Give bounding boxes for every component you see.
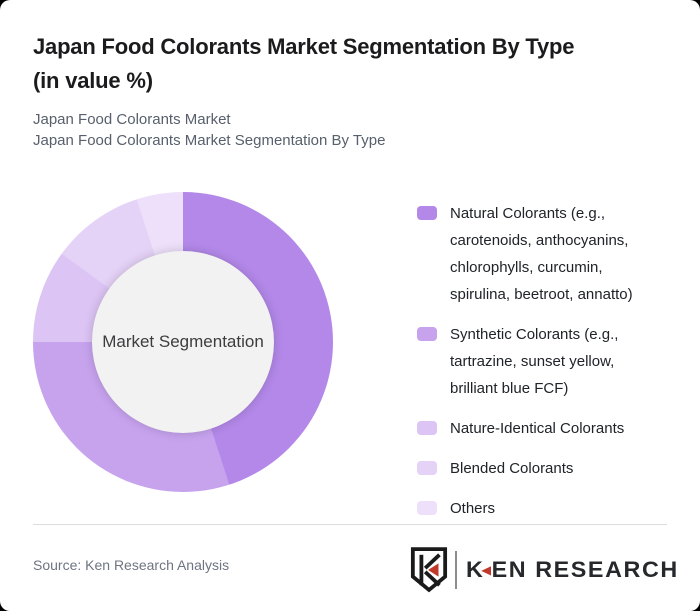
subtitle-line-1: Japan Food Colorants Market	[33, 111, 231, 128]
chart-subtitle: Japan Food Colorants Market Japan Food C…	[33, 109, 653, 151]
legend-item: Others	[417, 495, 665, 522]
legend-swatch	[417, 327, 437, 341]
legend-swatch	[417, 461, 437, 475]
page-title: Japan Food Colorants Market Segmentation…	[33, 34, 575, 93]
donut-center-label: Market Segmentation	[102, 332, 264, 351]
footer-divider	[33, 524, 667, 525]
legend-label: Natural Colorants (e.g., carotenoids, an…	[450, 205, 633, 303]
source-text: Source: Ken Research Analysis	[33, 557, 230, 573]
legend-swatch	[417, 206, 437, 220]
ken-research-shield-icon	[411, 547, 448, 593]
wordmark-k: K	[466, 557, 485, 582]
legend-label: Nature-Identical Colorants	[450, 420, 625, 437]
legend-swatch	[417, 501, 437, 515]
donut-center: Market Segmentation	[92, 251, 274, 433]
legend-label: Synthetic Colorants (e.g., tartrazine, s…	[450, 326, 619, 397]
chart-legend: Natural Colorants (e.g., carotenoids, an…	[417, 200, 665, 535]
logo-divider	[455, 551, 458, 589]
legend-label: Blended Colorants	[450, 460, 574, 477]
donut-chart: Market Segmentation	[33, 192, 333, 492]
wordmark-rest: EN RESEARCH	[491, 557, 680, 582]
ken-research-wordmark: K ◀ EN RESEARCH	[466, 557, 679, 583]
legend-item: Nature-Identical Colorants	[417, 415, 665, 442]
subtitle-line-2: Japan Food Colorants Market Segmentation…	[33, 132, 386, 149]
legend-item: Synthetic Colorants (e.g., tartrazine, s…	[417, 321, 665, 402]
legend-label: Others	[450, 500, 496, 517]
legend-item: Natural Colorants (e.g., carotenoids, an…	[417, 200, 665, 308]
legend-item: Blended Colorants	[417, 455, 665, 482]
legend-swatch	[417, 421, 437, 435]
ken-research-logo: K ◀ EN RESEARCH	[410, 546, 677, 594]
wordmark-red-triangle-icon: ◀	[481, 563, 493, 577]
